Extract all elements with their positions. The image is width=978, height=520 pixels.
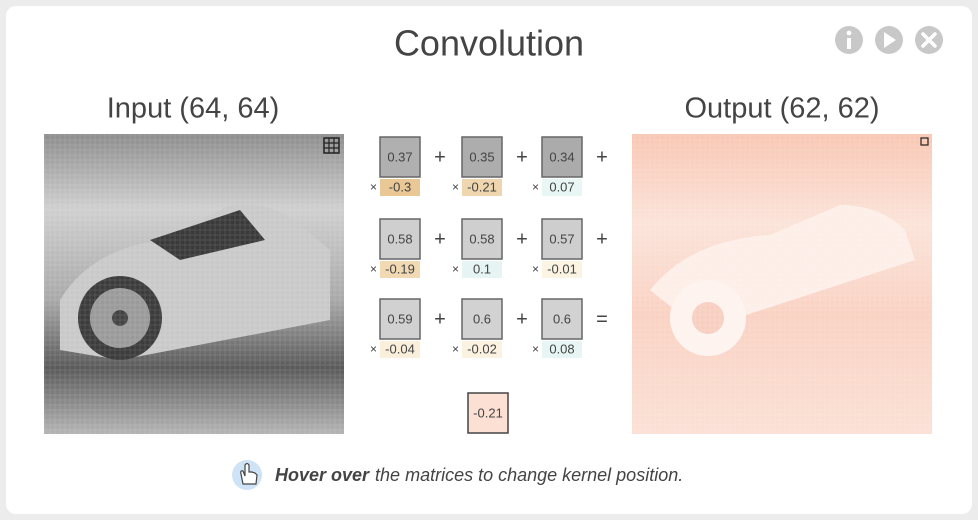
operator: = — [596, 308, 608, 330]
weight-bg — [462, 261, 502, 278]
close-button[interactable] — [915, 26, 943, 54]
operator: + — [516, 308, 528, 330]
operator: + — [434, 146, 446, 168]
input-value: 0.58 — [387, 231, 412, 246]
operator: + — [434, 228, 446, 250]
operator: + — [434, 308, 446, 330]
input-value: 0.59 — [387, 311, 412, 326]
input-cell — [461, 218, 503, 260]
weight-bg — [462, 179, 502, 196]
times-sign: × — [452, 180, 459, 194]
input-value: 0.58 — [469, 231, 494, 246]
input-image[interactable] — [44, 134, 344, 434]
times-sign: × — [370, 262, 377, 276]
operator: + — [596, 146, 608, 168]
weight-value: -0.01 — [547, 261, 577, 276]
weight-value: -0.19 — [385, 261, 415, 276]
input-cell — [541, 298, 583, 340]
weight-value: -0.3 — [389, 179, 411, 194]
output-image[interactable] — [632, 134, 932, 434]
input-cell — [461, 298, 503, 340]
times-sign: × — [370, 180, 377, 194]
times-sign: × — [370, 342, 377, 356]
input-value: 0.57 — [549, 231, 574, 246]
input-value: 0.6 — [553, 311, 571, 326]
input-value: 0.35 — [469, 149, 494, 164]
weight-bg — [542, 261, 582, 278]
play-button[interactable] — [875, 26, 903, 54]
operator: + — [516, 228, 528, 250]
times-sign: × — [532, 342, 539, 356]
operator: + — [596, 228, 608, 250]
times-sign: × — [532, 180, 539, 194]
input-cell — [541, 218, 583, 260]
output-label: Output (62, 62) — [684, 93, 879, 125]
weight-bg — [542, 341, 582, 358]
weight-value: -0.21 — [467, 179, 497, 194]
hand-icon — [232, 460, 262, 490]
kernel: 0.37 × -0.3 + 0.35 × -0.21 + 0.34 × 0.07 +0.58 × -0.1… — [370, 136, 608, 434]
input-cell — [461, 136, 503, 178]
info-button[interactable] — [835, 26, 863, 54]
input-label: Input (64, 64) — [107, 93, 280, 125]
times-sign: × — [452, 262, 459, 276]
weight-value: -0.02 — [467, 341, 497, 356]
hint-text: the matrices to change kernel position. — [375, 465, 683, 485]
input-cell — [541, 136, 583, 178]
weight-value: 0.07 — [549, 179, 574, 194]
input-value: 0.37 — [387, 149, 412, 164]
operator: + — [516, 146, 528, 168]
weight-bg — [380, 341, 420, 358]
title: Convolution — [394, 23, 584, 64]
input-cell — [379, 136, 421, 178]
input-cell — [379, 298, 421, 340]
weight-value: -0.04 — [385, 341, 415, 356]
weight-bg — [542, 179, 582, 196]
weight-bg — [380, 261, 420, 278]
input-value: 0.34 — [549, 149, 574, 164]
weight-value: 0.08 — [549, 341, 574, 356]
weight-bg — [380, 179, 420, 196]
result-value: -0.21 — [473, 405, 503, 420]
weight-bg — [462, 341, 502, 358]
hint-emphasis: Hover over — [275, 465, 370, 485]
weight-value: 0.1 — [473, 261, 491, 276]
times-sign: × — [532, 262, 539, 276]
result-cell — [467, 392, 509, 434]
input-cell — [379, 218, 421, 260]
input-value: 0.6 — [473, 311, 491, 326]
times-sign: × — [452, 342, 459, 356]
